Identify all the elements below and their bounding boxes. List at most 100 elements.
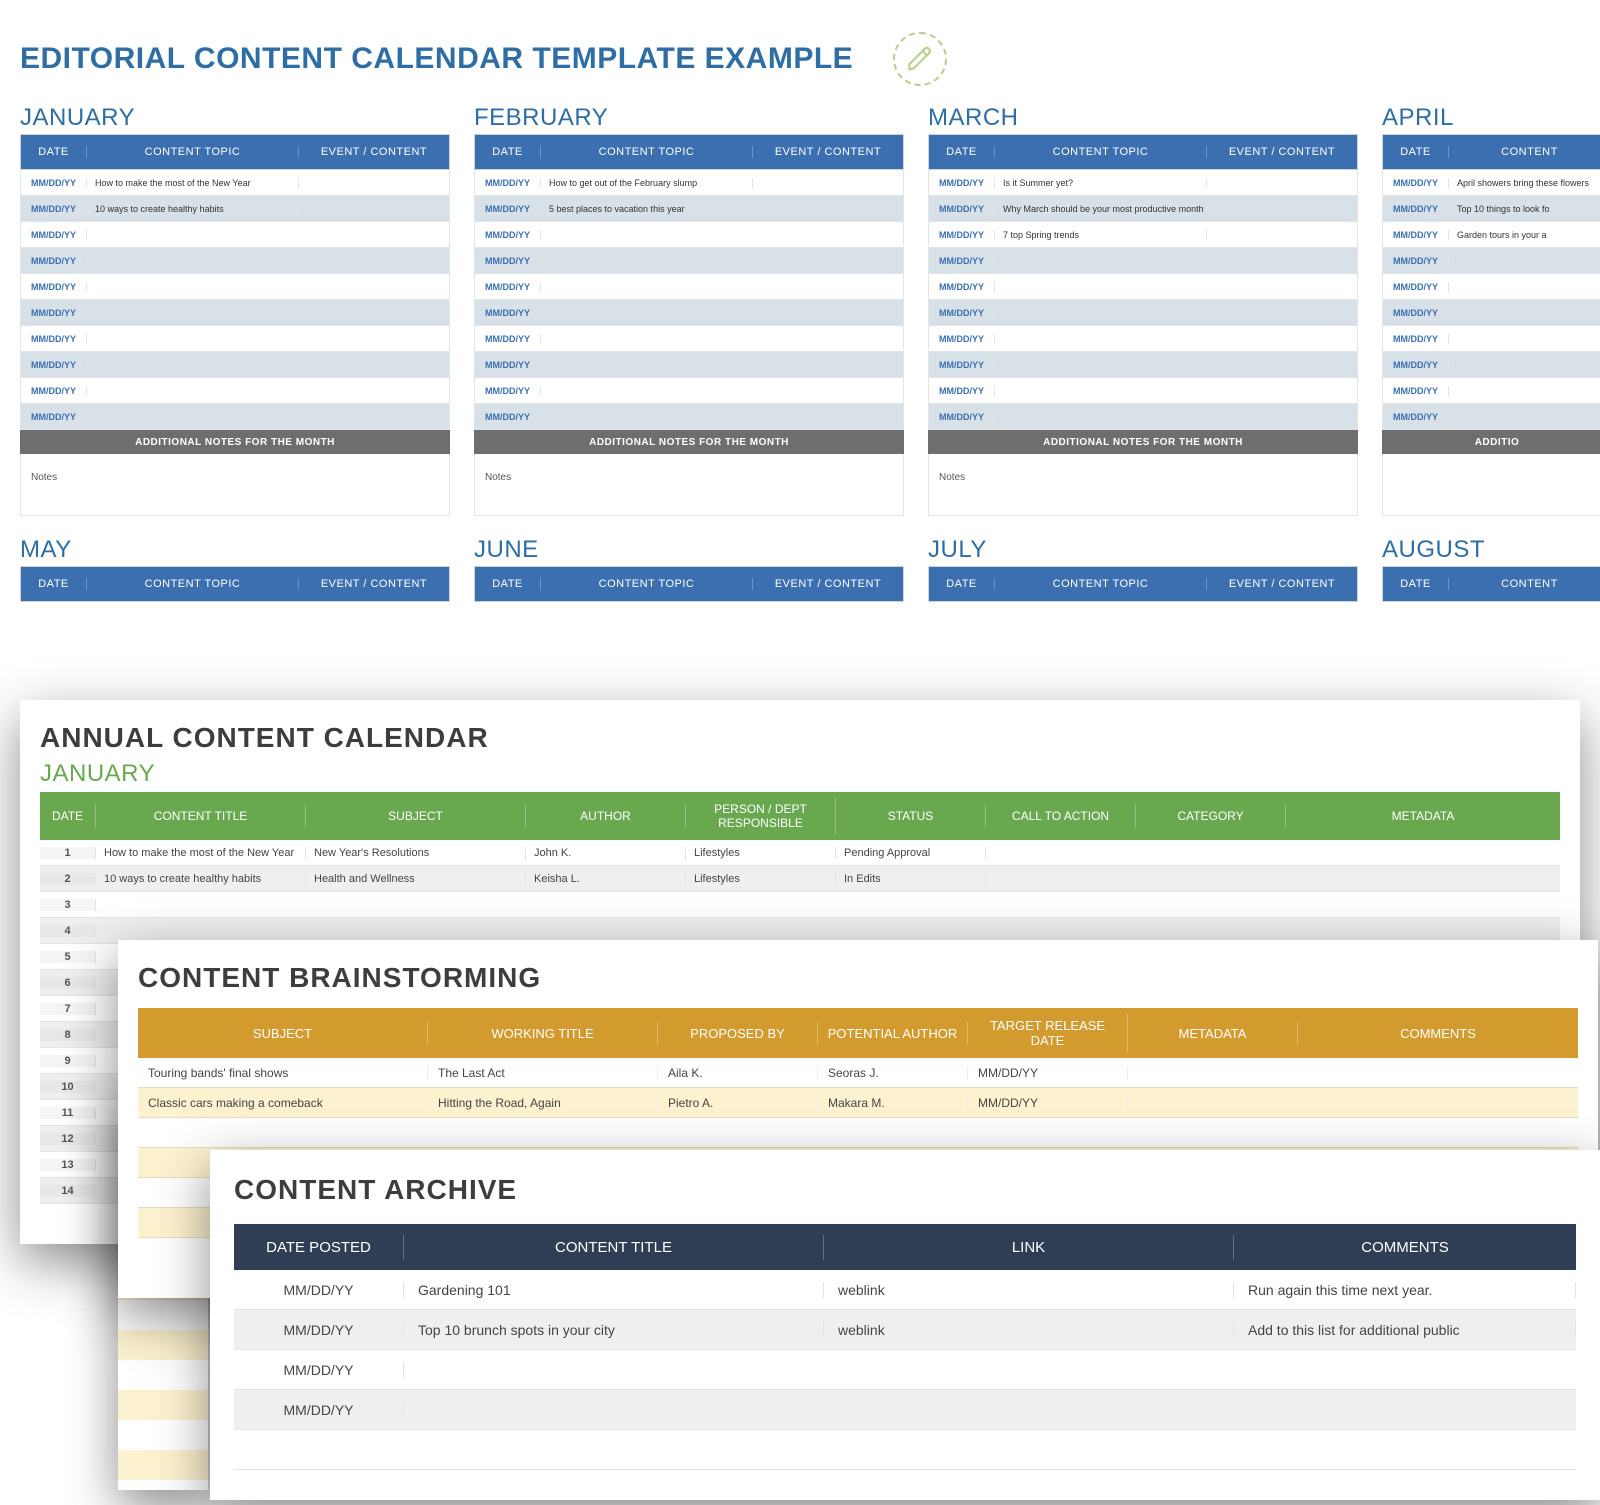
month-row[interactable]: MM/DD/YY [20,300,450,326]
month-cell-date[interactable]: MM/DD/YY [929,256,995,266]
month-row[interactable]: MM/DD/YY [20,378,450,404]
month-cell-date[interactable]: MM/DD/YY [475,256,541,266]
month-row[interactable]: MM/DD/YY [20,352,450,378]
month-cell-date[interactable]: MM/DD/YY [1383,308,1449,318]
month-cell-date[interactable]: MM/DD/YY [1383,204,1449,214]
annual-cell-date[interactable]: 4 [40,925,96,937]
month-row[interactable]: MM/DD/YY [474,222,904,248]
month-cell-date[interactable]: MM/DD/YY [929,412,995,422]
month-cell-topic[interactable]: Garden tours in your a [1449,230,1600,240]
month-cell-date[interactable]: MM/DD/YY [929,178,995,188]
month-cell-topic[interactable]: 10 ways to create healthy habits [87,204,299,214]
month-cell-date[interactable]: MM/DD/YY [475,230,541,240]
annual-cell-date[interactable]: 11 [40,1107,96,1119]
brainstorm-cell-auth[interactable]: Makara M. [818,1096,968,1110]
month-cell-topic[interactable]: Why March should be your most productive… [995,204,1207,214]
month-cell-date[interactable]: MM/DD/YY [475,360,541,370]
month-cell-topic[interactable]: How to make the most of the New Year [87,178,299,188]
archive-cell-date[interactable]: MM/DD/YY [234,1282,404,1298]
month-row[interactable]: MM/DD/YY [1382,326,1600,352]
month-cell-date[interactable]: MM/DD/YY [21,412,87,422]
month-cell-date[interactable]: MM/DD/YY [1383,256,1449,266]
month-cell-date[interactable]: MM/DD/YY [475,412,541,422]
archive-row[interactable] [234,1430,1576,1470]
month-row[interactable]: MM/DD/YY [20,274,450,300]
month-row[interactable]: MM/DD/YY [928,300,1358,326]
annual-cell-resp[interactable]: Lifestyles [686,847,836,859]
month-row[interactable]: MM/DD/YY [1382,274,1600,300]
month-row[interactable]: MM/DD/YY [474,352,904,378]
month-cell-date[interactable]: MM/DD/YY [21,204,87,214]
month-cell-date[interactable]: MM/DD/YY [21,360,87,370]
month-cell-date[interactable]: MM/DD/YY [1383,334,1449,344]
month-row[interactable]: MM/DD/YY [1382,300,1600,326]
annual-cell-date[interactable]: 12 [40,1133,96,1145]
annual-cell-title[interactable]: How to make the most of the New Year [96,847,306,859]
month-cell-date[interactable]: MM/DD/YY [21,308,87,318]
archive-cell-date[interactable]: MM/DD/YY [234,1402,404,1418]
annual-cell-date[interactable]: 9 [40,1055,96,1067]
brainstorm-row[interactable]: Touring bands' final showsThe Last ActAi… [138,1058,1578,1088]
annual-cell-date[interactable]: 8 [40,1029,96,1041]
month-row[interactable]: MM/DD/YY [20,326,450,352]
brainstorm-cell-auth[interactable]: Seoras J. [818,1066,968,1080]
month-notes-body[interactable]: Notes [928,454,1358,516]
month-row[interactable]: MM/DD/YY [928,274,1358,300]
annual-cell-author[interactable]: John K. [526,847,686,859]
annual-cell-status[interactable]: Pending Approval [836,847,986,859]
month-cell-date[interactable]: MM/DD/YY [21,282,87,292]
month-cell-topic[interactable]: 7 top Spring trends [995,230,1207,240]
archive-row[interactable]: MM/DD/YYGardening 101weblinkRun again th… [234,1270,1576,1310]
annual-cell-date[interactable]: 5 [40,951,96,963]
brainstorm-row[interactable] [138,1118,1578,1148]
month-row[interactable]: MM/DD/YY7 top Spring trends [928,222,1358,248]
month-row[interactable]: MM/DD/YY [928,352,1358,378]
month-cell-topic[interactable]: Is it Summer yet? [995,178,1207,188]
brainstorm-cell-by[interactable]: Aila K. [658,1066,818,1080]
brainstorm-cell-wt[interactable]: Hitting the Road, Again [428,1096,658,1110]
archive-cell-link[interactable]: weblink [824,1282,1234,1298]
month-row[interactable]: MM/DD/YYGarden tours in your a [1382,222,1600,248]
month-row[interactable]: MM/DD/YY5 best places to vacation this y… [474,196,904,222]
month-row[interactable]: MM/DD/YYHow to get out of the February s… [474,170,904,196]
month-row[interactable]: MM/DD/YY [928,378,1358,404]
brainstorm-cell-subject[interactable]: Touring bands' final shows [138,1066,428,1080]
month-cell-topic[interactable]: How to get out of the February slump [541,178,753,188]
month-row[interactable]: MM/DD/YYIs it Summer yet? [928,170,1358,196]
month-row[interactable]: MM/DD/YY [1382,404,1600,430]
month-cell-date[interactable]: MM/DD/YY [21,230,87,240]
brainstorm-cell-date[interactable]: MM/DD/YY [968,1096,1128,1110]
month-row[interactable]: MM/DD/YY [474,248,904,274]
month-cell-date[interactable]: MM/DD/YY [475,308,541,318]
brainstorm-cell-by[interactable]: Pietro A. [658,1096,818,1110]
annual-cell-subject[interactable]: New Year's Resolutions [306,847,526,859]
archive-row[interactable]: MM/DD/YY [234,1390,1576,1430]
month-cell-date[interactable]: MM/DD/YY [475,334,541,344]
annual-cell-date[interactable]: 7 [40,1003,96,1015]
month-cell-date[interactable]: MM/DD/YY [21,256,87,266]
archive-row[interactable]: MM/DD/YYTop 10 brunch spots in your city… [234,1310,1576,1350]
month-row[interactable]: MM/DD/YY [474,404,904,430]
month-row[interactable]: MM/DD/YY10 ways to create healthy habits [20,196,450,222]
brainstorm-cell-wt[interactable]: The Last Act [428,1066,658,1080]
month-cell-topic[interactable]: Top 10 things to look fo [1449,204,1600,214]
month-cell-date[interactable]: MM/DD/YY [929,360,995,370]
month-cell-date[interactable]: MM/DD/YY [929,230,995,240]
archive-cell-title[interactable]: Gardening 101 [404,1282,824,1298]
annual-cell-date[interactable]: 10 [40,1081,96,1093]
brainstorm-cell-subject[interactable]: Classic cars making a comeback [138,1096,428,1110]
month-row[interactable]: MM/DD/YYApril showers bring these flower… [1382,170,1600,196]
month-cell-date[interactable]: MM/DD/YY [1383,282,1449,292]
month-row[interactable]: MM/DD/YY [1382,352,1600,378]
brainstorm-cell-date[interactable]: MM/DD/YY [968,1066,1128,1080]
month-row[interactable]: MM/DD/YY [20,248,450,274]
month-cell-date[interactable]: MM/DD/YY [21,334,87,344]
annual-cell-date[interactable]: 2 [40,873,96,885]
month-cell-topic[interactable]: April showers bring these flowers [1449,178,1600,188]
month-cell-date[interactable]: MM/DD/YY [929,308,995,318]
month-cell-date[interactable]: MM/DD/YY [1383,412,1449,422]
month-cell-topic[interactable]: 5 best places to vacation this year [541,204,753,214]
month-cell-date[interactable]: MM/DD/YY [475,178,541,188]
month-row[interactable]: MM/DD/YY [20,404,450,430]
annual-row[interactable]: 1How to make the most of the New YearNew… [40,840,1560,866]
